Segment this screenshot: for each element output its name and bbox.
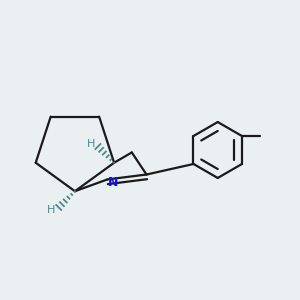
Text: N: N — [107, 176, 118, 189]
Text: H: H — [47, 205, 56, 215]
Text: H: H — [86, 139, 95, 149]
